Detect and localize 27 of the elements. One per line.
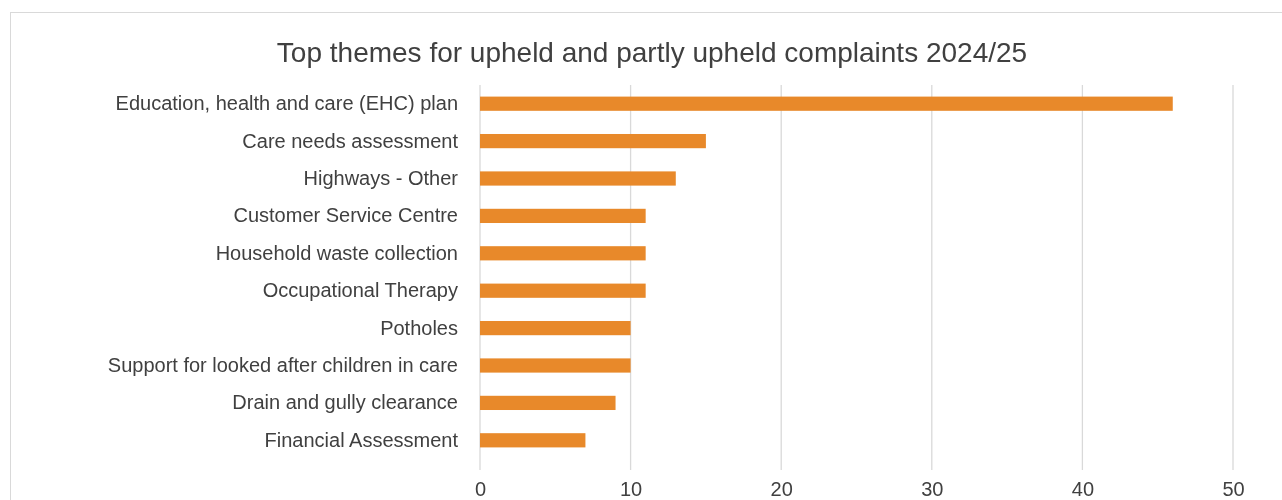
y-tick-label: Household waste collection bbox=[215, 241, 458, 264]
x-tick-label: 0 bbox=[474, 478, 487, 500]
y-tick-label: Potholes bbox=[380, 316, 458, 339]
y-tick-label: Support for looked after children in care bbox=[107, 353, 458, 376]
y-tick-label: Customer Service Centre bbox=[233, 204, 458, 227]
y-tick-label: Occupational Therapy bbox=[262, 279, 458, 302]
x-tick-label: 10 bbox=[619, 478, 643, 500]
bar bbox=[480, 133, 706, 149]
x-tick-label: 20 bbox=[770, 478, 793, 500]
bar bbox=[480, 171, 676, 186]
y-tick-label: Education, health and care (EHC) plan bbox=[115, 92, 458, 115]
y-tick-label: Care needs assessment bbox=[242, 129, 459, 152]
chart-title: Top themes for upheld and partly upheld complaints 2024/25 bbox=[276, 37, 1028, 68]
bar bbox=[480, 358, 631, 373]
y-tick-label: Highways - Other bbox=[303, 166, 459, 189]
x-tick-label: 50 bbox=[1222, 478, 1245, 500]
bar bbox=[480, 395, 616, 411]
bar bbox=[480, 320, 631, 336]
bar bbox=[480, 246, 646, 261]
y-tick-label: Financial Assessment bbox=[264, 428, 459, 451]
bar bbox=[480, 283, 646, 298]
x-tick-label: 40 bbox=[1071, 478, 1095, 500]
y-tick-label: Drain and gully clearance bbox=[232, 391, 458, 414]
x-tick-label: 30 bbox=[921, 478, 944, 500]
bar bbox=[480, 433, 586, 448]
bar bbox=[480, 208, 646, 224]
bar bbox=[480, 96, 1173, 111]
